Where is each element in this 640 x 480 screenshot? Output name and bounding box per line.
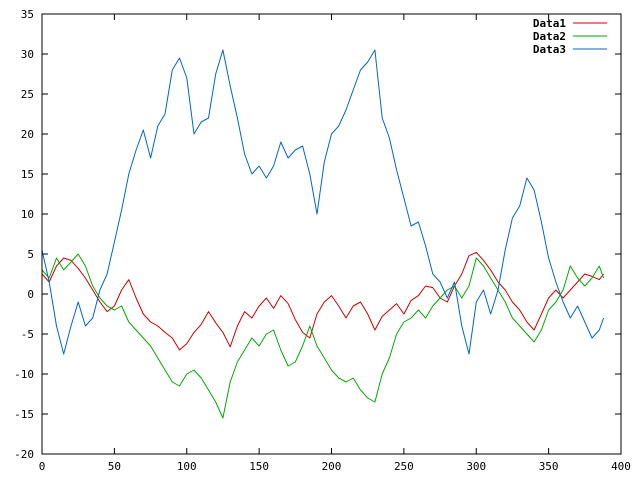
- x-tick-label: 200: [322, 460, 342, 473]
- x-tick-label: 0: [39, 460, 46, 473]
- x-tick-label: 250: [394, 460, 414, 473]
- x-tick-label: 150: [249, 460, 269, 473]
- series-line-data2: [41, 253, 605, 419]
- y-tick-label: 30: [21, 48, 34, 61]
- y-tick-label: -5: [21, 328, 34, 341]
- legend-label-data1: Data1: [533, 17, 566, 30]
- y-tick-label: 10: [21, 208, 34, 221]
- y-tick-label: 25: [21, 88, 34, 101]
- x-tick-label: 100: [177, 460, 197, 473]
- y-tick-label: 20: [21, 128, 34, 141]
- y-tick-label: 35: [21, 8, 34, 21]
- x-tick-label: 300: [466, 460, 486, 473]
- axis-ticks: [41, 13, 622, 455]
- y-tick-label: 0: [27, 288, 34, 301]
- legend-label-data3: Data3: [533, 43, 566, 56]
- x-tick-label: 400: [611, 460, 631, 473]
- plot-frame: [41, 13, 622, 455]
- series-lines: [41, 49, 605, 419]
- y-tick-label: -15: [14, 408, 34, 421]
- y-tick-label: -10: [14, 368, 34, 381]
- x-tick-label: 350: [539, 460, 559, 473]
- series-line-data3: [41, 49, 605, 355]
- y-tick-label: 15: [21, 168, 34, 181]
- y-tick-label: 5: [27, 248, 34, 261]
- x-tick-label: 50: [108, 460, 121, 473]
- legend-label-data2: Data2: [533, 30, 566, 43]
- y-tick-label: -20: [14, 448, 34, 461]
- series-line-data1: [41, 251, 604, 351]
